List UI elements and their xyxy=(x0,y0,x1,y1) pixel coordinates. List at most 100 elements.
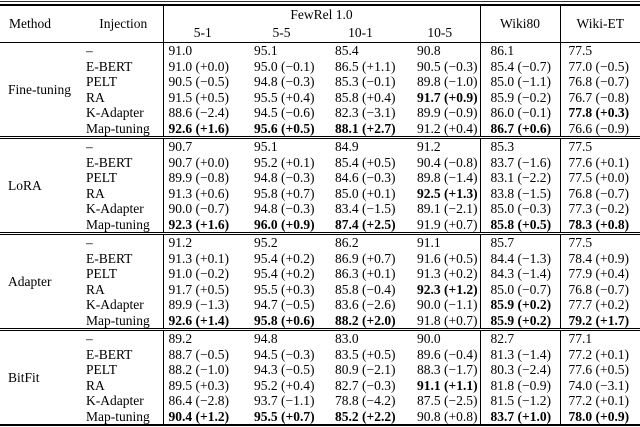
score-cell: 92.5 (+1.3) xyxy=(417,185,478,201)
score-cell: 86.3 (+0.1) xyxy=(335,266,396,281)
score-cell: 76.6 (−0.9) xyxy=(559,120,640,139)
score-cell: 91.6 (+0.5) xyxy=(417,250,478,266)
score-cell: 85.3 (−0.1) xyxy=(335,74,396,89)
score-cell: 88.1 (+2.7) xyxy=(321,120,400,139)
score-cell: 88.6 (−2.4) xyxy=(162,105,242,121)
score-cell: 91.9 (+0.7) xyxy=(400,216,480,235)
score-cell: 89.9 (−1.3) xyxy=(162,297,242,313)
score-cell: 80.9 (−2.1) xyxy=(335,362,396,377)
table-row: Adapter – 91.2 95.2 86.2 91.1 85.7 77.5 xyxy=(0,233,640,331)
score-cell: 84.4 (−1.3) xyxy=(479,250,560,266)
score-cell: 83.4 (−1.5) xyxy=(335,201,396,216)
col-header-5-1: 5-1 xyxy=(162,24,242,43)
col-header-10-5: 10-5 xyxy=(427,25,453,40)
table-row: Map-tuning 92.3 (+1.6) 96.0 (+0.9) 87.4 (+2… xyxy=(0,216,640,235)
table-row: RA 91.7 (+0.5) 95.5 (+0.3) 85.8 (−0.4) 92.3 … xyxy=(0,281,640,297)
injection-label: RA xyxy=(86,281,105,297)
score-cell: 95.0 (−0.1) xyxy=(254,58,315,74)
score-cell: 95.2 (+0.1) xyxy=(254,154,315,170)
score-cell: 77.5 (+0.0) xyxy=(559,170,640,186)
score-cell: 77.7 (+0.2) xyxy=(559,297,640,313)
injection-label: K-Adapter xyxy=(86,393,144,408)
score-cell: 93.7 (−1.1) xyxy=(254,393,315,408)
score-cell: 85.9 (+0.2) xyxy=(479,297,560,313)
table-row: E-BERT 91.0 (+0.0) 95.0 (−0.1) 86.5 (+1.1) 9… xyxy=(0,58,640,74)
table-top-rule-thin xyxy=(0,1,640,2)
score-cell: 76.8 (−0.7) xyxy=(559,74,640,90)
score-cell: 83.7 (−1.6) xyxy=(479,154,560,170)
col-header-10-1: 10-1 xyxy=(348,25,373,40)
injection-label: – xyxy=(86,235,93,250)
score-cell: 77.2 (+0.1) xyxy=(559,393,640,409)
table-row: Map-tuning 92.6 (+1.6) 95.6 (+0.5) 88.1 (+2… xyxy=(0,120,640,139)
table-row: RA 89.5 (+0.3) 95.2 (+0.4) 82.7 (−0.3) 91.1 … xyxy=(0,377,640,393)
score-cell: 81.5 (−1.2) xyxy=(479,393,560,409)
score-cell: 90.4 (+1.2) xyxy=(162,408,242,424)
score-cell: 91.3 (+0.2) xyxy=(417,266,478,281)
score-cell: 77.0 (−0.5) xyxy=(559,58,640,74)
method-label: Fine-tuning xyxy=(0,42,84,139)
table-row: PELT 90.5 (−0.5) 94.8 (−0.3) 85.3 (−0.1) 89.… xyxy=(0,74,640,90)
injection-label: E-BERT xyxy=(86,250,133,266)
injection-label: Map-tuning xyxy=(84,312,163,331)
score-cell: 90.8 xyxy=(417,43,441,58)
score-cell: 95.4 (+0.2) xyxy=(254,266,315,281)
table-row: PELT 88.2 (−1.0) 94.3 (−0.5) 80.9 (−2.1) 88.… xyxy=(0,362,640,378)
score-cell: 96.0 (+0.9) xyxy=(242,216,321,235)
method-label: Adapter xyxy=(0,233,84,331)
table-top-rule-gap xyxy=(0,2,640,4)
score-cell: 91.5 (+0.5) xyxy=(162,89,242,105)
score-cell: 91.1 xyxy=(417,235,441,250)
score-cell: 84.6 (−0.3) xyxy=(335,170,396,185)
score-cell: 74.0 (−3.1) xyxy=(559,377,640,393)
score-cell: 90.0 xyxy=(417,331,441,346)
score-cell: 88.2 (−1.0) xyxy=(162,362,242,378)
score-cell: 77.6 (+0.1) xyxy=(559,154,640,170)
score-cell: 76.8 (−0.7) xyxy=(559,281,640,297)
score-cell: 90.4 (−0.8) xyxy=(417,154,478,170)
score-cell: 77.8 (+0.3) xyxy=(559,105,640,121)
score-cell: 95.1 xyxy=(254,139,278,154)
injection-label: PELT xyxy=(86,74,118,89)
score-cell: 95.5 (+0.3) xyxy=(254,281,315,297)
table-header: Method Injection FewRel 1.0 Wiki80 Wiki-… xyxy=(0,6,640,43)
col-header-5-5: 5-5 xyxy=(272,25,291,40)
score-cell: 90.5 (−0.5) xyxy=(162,74,242,90)
table-row: BitFit – 89.2 94.8 83.0 90.0 82.7 77.1 xyxy=(0,329,640,385)
score-cell: 77.9 (+0.4) xyxy=(559,266,640,282)
score-cell: 77.1 xyxy=(559,329,640,347)
score-cell: 86.4 (−2.8) xyxy=(162,393,242,409)
table-row: LoRA – 90.7 95.1 84.9 91.2 85.3 77.5 xyxy=(0,137,640,235)
score-cell: 86.5 (+1.1) xyxy=(335,58,396,74)
table-row: K-Adapter 89.9 (−1.3) 94.7 (−0.5) 83.6 (−2.… xyxy=(0,297,640,313)
score-cell: 91.2 xyxy=(162,233,242,251)
score-cell: 86.1 xyxy=(479,42,560,59)
header-row-1: Method Injection FewRel 1.0 Wiki80 Wiki-… xyxy=(0,6,640,43)
score-cell: 83.0 xyxy=(335,331,359,346)
score-cell: 94.5 (−0.6) xyxy=(254,105,315,120)
score-cell: 76.7 (−0.8) xyxy=(559,89,640,105)
injection-label: – xyxy=(86,331,93,346)
method-label: LoRA xyxy=(0,137,84,235)
score-cell: 91.0 (−0.2) xyxy=(162,266,242,282)
score-cell: 89.2 xyxy=(162,329,242,347)
injection-label: RA xyxy=(86,377,105,393)
score-cell: 77.5 xyxy=(559,137,640,155)
score-cell: 90.7 (+0.0) xyxy=(162,154,242,170)
col-header-fewrel: FewRel 1.0 xyxy=(162,6,480,24)
score-cell: 91.7 (+0.5) xyxy=(162,281,242,297)
score-cell: 76.8 (−0.7) xyxy=(559,185,640,201)
score-cell: 82.7 xyxy=(479,329,560,347)
score-cell: 78.0 (+0.9) xyxy=(559,408,640,424)
col-header-wiki-et: Wiki-ET xyxy=(559,6,640,43)
score-cell: 85.0 (−1.1) xyxy=(479,74,560,90)
score-cell: 88.3 (−1.7) xyxy=(417,362,478,377)
table-row: K-Adapter 88.6 (−2.4) 94.5 (−0.6) 82.3 (−3.… xyxy=(0,105,640,121)
injection-label: RA xyxy=(86,89,105,105)
method-label: BitFit xyxy=(8,369,40,385)
score-cell: 89.1 (−2.1) xyxy=(417,201,478,216)
score-cell: 91.8 (+0.7) xyxy=(400,312,480,331)
score-cell: 85.7 xyxy=(479,233,560,251)
injection-label: Map-tuning xyxy=(86,408,150,424)
